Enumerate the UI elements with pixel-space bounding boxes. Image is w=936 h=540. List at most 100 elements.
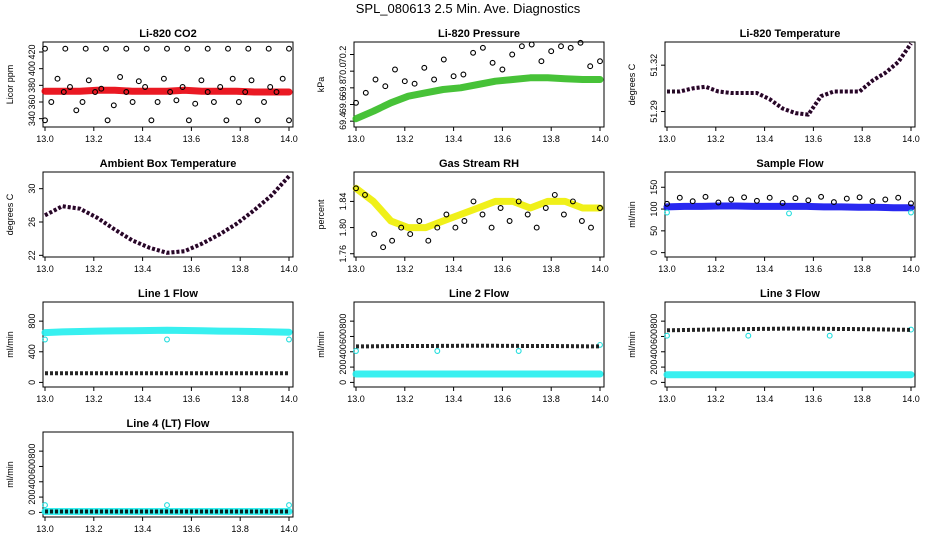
data-point xyxy=(185,117,192,124)
data-point xyxy=(67,84,73,90)
data-point xyxy=(450,73,457,80)
data-point xyxy=(533,224,540,231)
data-point xyxy=(42,45,48,52)
data-point xyxy=(286,336,292,343)
series-1-band xyxy=(41,86,293,96)
data-point xyxy=(528,41,535,48)
y-tick-label: 600 xyxy=(338,329,348,344)
chart-title: Li-820 Temperature xyxy=(740,28,841,40)
data-point xyxy=(882,196,889,203)
data-point xyxy=(470,198,477,205)
chart-title: Line 2 Flow xyxy=(449,288,509,300)
y-tick-label: 800 xyxy=(338,314,348,329)
y-tick-label: 600 xyxy=(649,329,659,344)
data-point xyxy=(676,194,683,201)
data-point xyxy=(223,117,230,124)
chart-title: Li-820 Pressure xyxy=(438,28,520,40)
data-point xyxy=(204,45,211,52)
x-tick-label: 14.0 xyxy=(902,134,920,144)
data-point xyxy=(664,200,670,207)
y-axis-label: ml/min xyxy=(5,461,15,488)
data-point xyxy=(184,45,191,52)
data-point xyxy=(588,224,594,231)
x-tick-label: 13.2 xyxy=(707,394,725,404)
y-tick-label: 600 xyxy=(27,459,37,474)
data-point xyxy=(372,76,379,83)
data-point xyxy=(524,211,531,218)
data-point xyxy=(597,205,603,211)
data-point xyxy=(515,198,522,205)
data-point xyxy=(664,332,670,339)
data-point xyxy=(560,211,567,218)
chart-panel-5: Gas Stream RH percent 13.0 13.2 13.4 13.6 13.8… xyxy=(316,158,609,274)
data-point xyxy=(434,224,441,231)
plot-frame xyxy=(353,41,605,128)
chart-panel-9: Line 3 Flow ml/min 13.0 13.2 13.4 13.6 13.8 14.… xyxy=(627,288,920,404)
plot-frame xyxy=(42,41,294,128)
data-point xyxy=(499,66,506,73)
y-tick-label: 200 xyxy=(338,360,348,375)
y-tick-label: 800 xyxy=(27,314,37,329)
data-point xyxy=(353,185,359,192)
data-point xyxy=(664,209,670,216)
x-tick-label: 13.4 xyxy=(445,134,463,144)
data-point xyxy=(123,89,130,95)
data-point xyxy=(431,76,438,83)
y-axis-label: degrees C xyxy=(5,193,15,235)
data-point xyxy=(261,99,267,105)
data-point xyxy=(728,196,735,203)
y-axis-label: ml/min xyxy=(316,331,326,358)
x-tick-label: 13.8 xyxy=(542,264,560,274)
data-point xyxy=(362,191,368,198)
data-point xyxy=(443,211,450,218)
chart-title: Gas Stream RH xyxy=(439,158,519,170)
data-point xyxy=(286,502,292,509)
y-tick-label: 1.80 xyxy=(338,219,348,237)
data-point xyxy=(389,237,396,244)
x-tick-label: 13.2 xyxy=(85,524,103,534)
y-tick-label: 420 xyxy=(27,44,37,59)
x-tick-label: 13.6 xyxy=(805,264,823,274)
chart-title: Line 3 Flow xyxy=(760,288,820,300)
data-point xyxy=(42,117,48,124)
data-point xyxy=(398,224,405,231)
chart-panel-2: Li-820 Pressure kPa 13.0 13.2 13.4 13.6 13.8 14… xyxy=(316,28,609,144)
x-tick-label: 13.2 xyxy=(85,394,103,404)
data-point xyxy=(85,77,92,84)
data-point xyxy=(908,200,914,207)
data-point xyxy=(380,244,387,251)
series-2-line xyxy=(667,42,913,117)
y-tick-label: 100 xyxy=(649,202,659,217)
x-tick-label: 13.2 xyxy=(396,264,414,274)
plot-frame xyxy=(42,301,294,388)
plot-frame xyxy=(664,171,916,258)
x-tick-label: 13.8 xyxy=(542,134,560,144)
x-tick-label: 13.6 xyxy=(805,134,823,144)
data-point xyxy=(204,89,211,95)
y-axis-label: Licor ppm xyxy=(5,65,15,105)
data-point xyxy=(110,102,117,109)
data-point xyxy=(434,348,441,354)
x-tick-label: 13.4 xyxy=(134,524,152,534)
y-tick-label: 70.2 xyxy=(338,46,348,64)
data-point xyxy=(401,78,408,85)
data-point xyxy=(538,58,545,65)
x-tick-label: 13.4 xyxy=(756,264,774,274)
data-point xyxy=(830,199,837,206)
x-tick-label: 14.0 xyxy=(280,134,298,144)
series-1-band xyxy=(352,74,604,123)
data-point xyxy=(265,45,272,52)
y-tick-label: 0 xyxy=(338,380,348,385)
data-point xyxy=(689,198,696,205)
data-point xyxy=(42,502,48,509)
chart-panel-8: Line 2 Flow ml/min 13.0 13.2 13.4 13.6 13.8 14.… xyxy=(316,288,609,404)
chart-title: Line 1 Flow xyxy=(138,288,198,300)
data-point xyxy=(461,218,468,224)
x-tick-label: 13.4 xyxy=(134,264,152,274)
data-point xyxy=(62,45,69,52)
y-tick-label: 400 xyxy=(649,344,659,359)
data-point xyxy=(286,117,292,124)
chart-panel-4: Ambient Box Temperature degrees C 13.0 13.2… xyxy=(5,158,298,274)
data-point xyxy=(104,117,111,124)
x-tick-label: 13.6 xyxy=(494,264,512,274)
